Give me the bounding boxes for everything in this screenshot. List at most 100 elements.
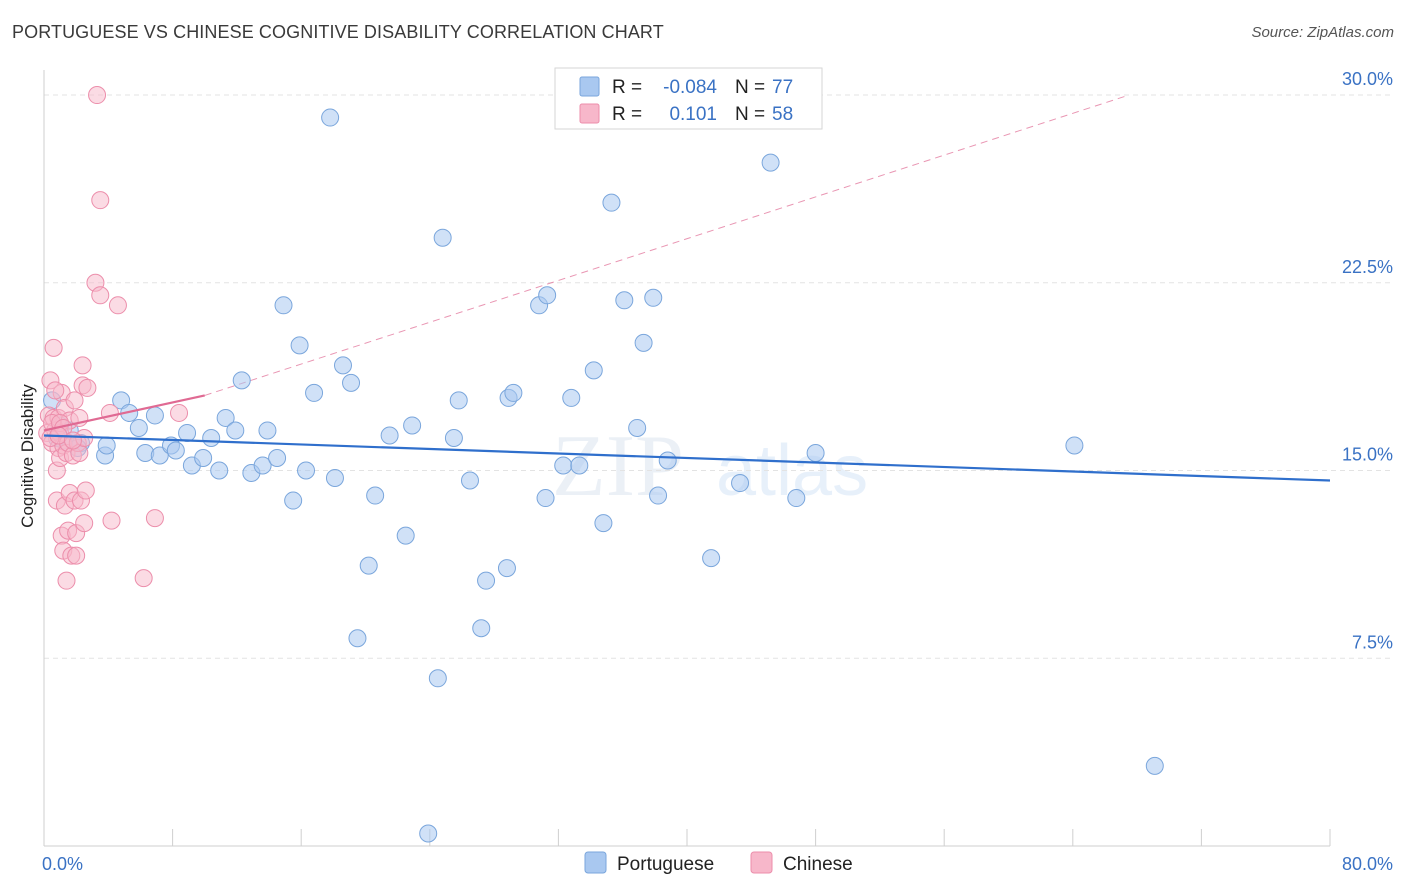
point-portuguese-44 bbox=[444, 428, 463, 447]
point-portuguese-46 bbox=[460, 471, 479, 490]
point-portuguese-71 bbox=[806, 443, 825, 462]
point-portuguese-28 bbox=[290, 336, 309, 355]
point-portuguese-47 bbox=[477, 571, 496, 590]
legend-n-value-portuguese: 77 bbox=[772, 77, 793, 98]
point-portuguese-61 bbox=[615, 291, 634, 310]
point-portuguese-10 bbox=[145, 406, 164, 425]
point-portuguese-30 bbox=[305, 383, 324, 402]
point-portuguese-25 bbox=[268, 449, 287, 467]
point-portuguese-62 bbox=[628, 418, 647, 437]
point-portuguese-39 bbox=[396, 526, 415, 545]
axes bbox=[43, 70, 1331, 847]
point-portuguese-42 bbox=[428, 669, 447, 688]
point-chinese-48 bbox=[134, 569, 153, 588]
source-label: Source: ZipAtlas.com bbox=[1251, 24, 1394, 41]
stats-legend: R = -0.084 N = 77 R = 0.101 N = 58 bbox=[554, 67, 823, 130]
point-portuguese-33 bbox=[333, 356, 352, 375]
point-chinese-20 bbox=[57, 571, 76, 590]
chinese-trend-line bbox=[43, 394, 205, 432]
point-portuguese-68 bbox=[731, 474, 750, 493]
point-chinese-54 bbox=[170, 403, 189, 422]
point-portuguese-29 bbox=[297, 461, 316, 480]
point-portuguese-58 bbox=[584, 361, 603, 380]
legend-swatch-portuguese bbox=[579, 76, 600, 97]
point-chinese-57 bbox=[63, 431, 82, 450]
point-chinese-28 bbox=[65, 391, 84, 410]
legend-swatch-chinese bbox=[579, 103, 600, 124]
point-portuguese-5 bbox=[97, 436, 116, 455]
portuguese-trend-line bbox=[43, 434, 1331, 482]
point-chinese-39 bbox=[76, 481, 95, 500]
point-chinese-46 bbox=[102, 511, 121, 530]
point-portuguese-37 bbox=[366, 486, 385, 505]
point-portuguese-36 bbox=[359, 556, 378, 575]
legend-n-label-portuguese: N = bbox=[735, 77, 765, 98]
point-portuguese-26 bbox=[274, 296, 293, 315]
point-portuguese-13 bbox=[166, 441, 185, 460]
point-portuguese-8 bbox=[129, 418, 148, 437]
point-portuguese-73 bbox=[1145, 756, 1164, 775]
legend-r-label-portuguese: R = bbox=[612, 77, 642, 98]
point-portuguese-55 bbox=[554, 456, 573, 475]
trend-lines bbox=[204, 94, 1130, 396]
point-portuguese-24 bbox=[258, 421, 277, 440]
point-chinese-37 bbox=[75, 514, 94, 533]
point-portuguese-53 bbox=[538, 286, 557, 305]
point-portuguese-64 bbox=[644, 288, 663, 307]
point-portuguese-69 bbox=[761, 153, 780, 172]
point-portuguese-72 bbox=[1065, 436, 1084, 455]
point-portuguese-35 bbox=[348, 629, 367, 648]
point-chinese-4 bbox=[44, 338, 63, 357]
legend-n-value-chinese: 58 bbox=[772, 104, 793, 125]
point-portuguese-34 bbox=[342, 373, 361, 392]
y-tick-label-0: 7.5% bbox=[1352, 632, 1393, 652]
point-portuguese-20 bbox=[226, 421, 245, 440]
legend-r-label-chinese: R = bbox=[612, 104, 642, 125]
point-chinese-40 bbox=[78, 378, 97, 397]
point-chinese-49 bbox=[145, 509, 164, 528]
bottom-legend-swatch-chinese bbox=[750, 851, 773, 874]
point-portuguese-41 bbox=[419, 824, 438, 843]
point-portuguese-67 bbox=[702, 549, 721, 568]
point-portuguese-18 bbox=[210, 461, 229, 480]
bottom-legend-swatch-portuguese bbox=[584, 851, 607, 874]
point-portuguese-27 bbox=[284, 491, 303, 510]
series-legend: Portuguese Chinese bbox=[584, 851, 853, 875]
point-portuguese-65 bbox=[649, 486, 668, 505]
legend-r-value-portuguese: -0.084 bbox=[663, 77, 717, 98]
bottom-legend-label-chinese: Chinese bbox=[783, 854, 853, 875]
point-portuguese-23 bbox=[253, 456, 272, 475]
data-points bbox=[38, 86, 1164, 843]
y-tick-label-1: 15.0% bbox=[1342, 445, 1393, 465]
point-portuguese-66 bbox=[658, 451, 677, 470]
point-portuguese-31 bbox=[321, 108, 340, 127]
point-portuguese-11 bbox=[150, 446, 169, 465]
point-portuguese-57 bbox=[570, 456, 589, 475]
chart-title: PORTUGUESE VS CHINESE COGNITIVE DISABILI… bbox=[12, 22, 664, 42]
point-portuguese-14 bbox=[178, 423, 197, 442]
point-portuguese-21 bbox=[232, 371, 251, 390]
x-tick-label-min: 0.0% bbox=[42, 854, 83, 874]
point-portuguese-59 bbox=[594, 514, 613, 533]
point-chinese-45 bbox=[100, 403, 119, 422]
point-portuguese-70 bbox=[787, 489, 806, 508]
point-chinese-42 bbox=[88, 86, 107, 105]
point-chinese-30 bbox=[67, 546, 86, 565]
point-portuguese-43 bbox=[433, 228, 452, 247]
point-portuguese-38 bbox=[380, 426, 399, 445]
point-portuguese-63 bbox=[634, 333, 653, 352]
legend-r-value-chinese: 0.101 bbox=[669, 104, 717, 125]
point-chinese-51 bbox=[46, 381, 65, 400]
point-chinese-47 bbox=[108, 296, 127, 315]
y-axis-title: Cognitive Disability bbox=[18, 384, 37, 528]
point-portuguese-54 bbox=[536, 489, 555, 508]
point-portuguese-48 bbox=[472, 619, 491, 638]
point-portuguese-19 bbox=[216, 408, 235, 427]
legend-n-label-chinese: N = bbox=[735, 104, 765, 125]
point-chinese-44 bbox=[91, 286, 110, 305]
point-chinese-35 bbox=[73, 356, 92, 375]
y-tick-label-2: 22.5% bbox=[1342, 257, 1393, 277]
chinese-trend-extension bbox=[204, 94, 1130, 396]
point-portuguese-45 bbox=[449, 391, 468, 410]
